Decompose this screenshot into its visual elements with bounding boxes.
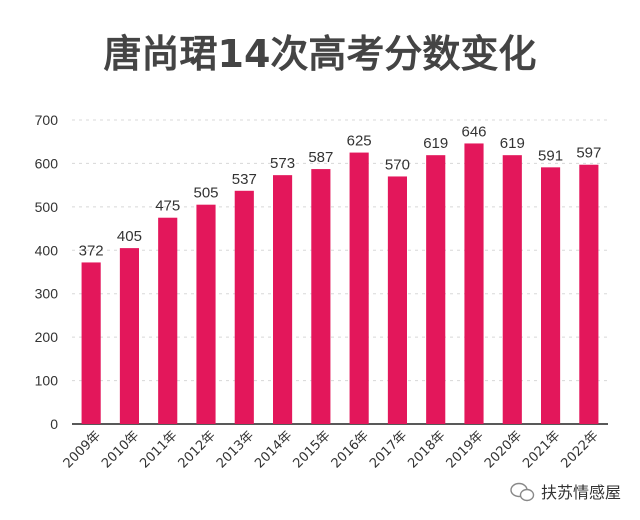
y-tick-label: 0	[50, 416, 58, 432]
x-tick-label: 2019年	[444, 428, 487, 471]
x-tick-label: 2011年	[137, 428, 180, 471]
x-tick-label: 2010年	[99, 428, 142, 471]
x-tick-label: 2013年	[214, 428, 257, 471]
data-label: 573	[270, 155, 295, 172]
y-tick-label: 100	[35, 373, 59, 389]
data-label: 597	[576, 145, 601, 162]
data-label: 619	[423, 135, 448, 152]
data-label: 505	[193, 185, 218, 202]
bars	[81, 143, 599, 425]
bar	[158, 217, 178, 424]
y-tick-label: 700	[35, 112, 59, 128]
bar	[119, 248, 139, 424]
x-tick-label: 2014年	[252, 428, 295, 471]
chart-title: 唐尚珺14次高考分数变化	[104, 32, 537, 76]
bar	[464, 143, 484, 425]
x-tick-label: 2018年	[405, 428, 448, 471]
bar	[349, 152, 369, 425]
y-tick-label: 200	[35, 329, 59, 345]
y-axis-ticks: 0 100 200 300 400 500 600 700	[35, 112, 59, 432]
watermark-text: 扶苏情感屋	[541, 483, 621, 502]
x-axis-ticks: 2009年2010年2011年2012年2013年2014年2015年2016年…	[61, 428, 602, 471]
x-tick-label: 2020年	[482, 428, 525, 471]
data-label: 405	[117, 228, 142, 245]
gridlines	[72, 119, 608, 382]
bar	[387, 176, 407, 424]
x-tick-label: 2009年	[61, 428, 104, 471]
x-tick-label: 2016年	[329, 428, 372, 471]
y-tick-label: 400	[35, 242, 59, 258]
data-label: 646	[461, 123, 486, 140]
watermark: 扶苏情感屋	[510, 482, 621, 502]
y-tick-label: 500	[35, 199, 59, 215]
x-tick-label: 2012年	[176, 428, 219, 471]
x-tick-label: 2021年	[520, 428, 563, 471]
data-label: 570	[385, 156, 410, 173]
x-tick-label: 2022年	[558, 428, 601, 471]
x-tick-label: 2017年	[367, 428, 410, 471]
data-label: 475	[155, 198, 180, 215]
bar	[579, 164, 599, 424]
data-label: 625	[347, 133, 372, 150]
bar	[426, 155, 446, 425]
data-labels: 372 405 475 505 537 573 587 625 570 619 646 619 591 5…	[79, 123, 602, 259]
y-tick-label: 600	[35, 155, 59, 171]
data-label: 619	[500, 135, 525, 152]
data-label: 587	[308, 149, 333, 166]
data-label: 591	[538, 147, 563, 164]
wechat-icon	[510, 482, 535, 502]
y-tick-label: 300	[35, 286, 59, 302]
bar	[311, 169, 331, 424]
bar	[234, 190, 254, 424]
bar	[81, 262, 101, 424]
bar	[196, 204, 216, 424]
data-label: 372	[79, 242, 104, 259]
bar	[273, 175, 293, 424]
data-label: 537	[232, 171, 257, 188]
bar	[541, 167, 561, 424]
x-tick-label: 2015年	[290, 428, 333, 471]
bar	[502, 155, 522, 425]
